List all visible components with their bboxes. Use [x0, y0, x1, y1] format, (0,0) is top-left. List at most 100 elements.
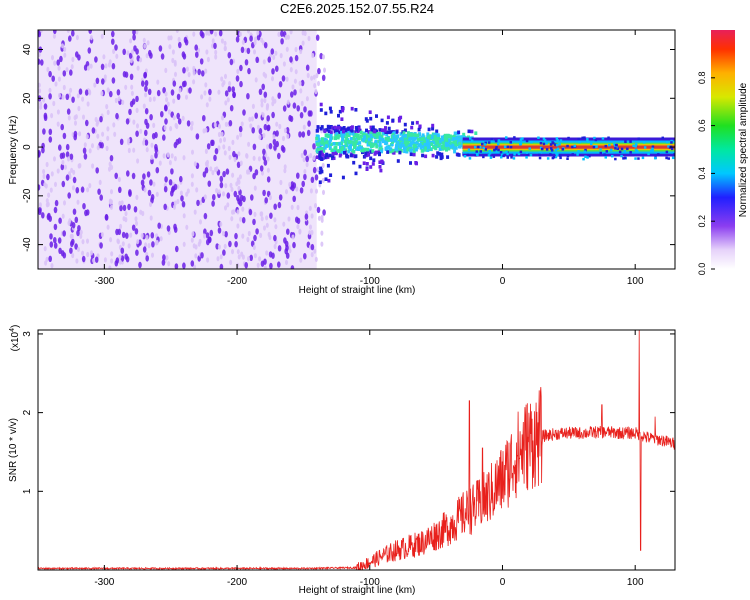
noise-mark [231, 139, 235, 145]
noise-mark [173, 223, 177, 230]
noise-mark [218, 123, 221, 129]
noise-mark [71, 222, 76, 229]
onset-mark [447, 146, 451, 151]
noise-mark [239, 160, 243, 166]
spectral-line-mark [509, 145, 513, 149]
noise-mark [172, 98, 176, 104]
onset-mark [378, 128, 382, 132]
onset-mark [364, 133, 368, 137]
noise-mark [169, 35, 173, 41]
noise-mark [310, 229, 314, 236]
noise-mark [147, 189, 152, 197]
onset-mark [359, 130, 363, 135]
onset-mark [318, 156, 322, 160]
noise-mark [279, 179, 283, 186]
onset-mark [325, 128, 329, 132]
onset-mark [333, 146, 337, 150]
noise-mark [48, 215, 52, 222]
noise-mark [130, 84, 134, 90]
noise-mark [159, 236, 163, 242]
noise-mark [296, 224, 300, 230]
noise-mark [323, 67, 326, 73]
noise-mark [144, 108, 149, 115]
spectral-line-mark [583, 150, 586, 153]
noise-mark [320, 241, 324, 247]
noise-mark [315, 73, 319, 79]
spectral-line-mark [546, 157, 550, 160]
noise-mark [294, 54, 299, 62]
noise-mark [173, 61, 177, 67]
noise-mark [74, 243, 78, 250]
noise-mark [236, 68, 240, 74]
noise-mark [199, 58, 204, 65]
noise-mark [261, 170, 264, 176]
noise-mark [100, 232, 104, 238]
noise-mark [49, 233, 53, 240]
noise-mark [177, 36, 181, 43]
noise-mark [264, 197, 269, 204]
spectral-line-mark [551, 156, 555, 160]
onset-mark [315, 136, 319, 141]
onset-mark [420, 149, 424, 153]
noise-mark [252, 155, 256, 161]
onset-mark [380, 159, 384, 164]
noise-mark [164, 91, 168, 97]
snr-panel: -300 -200 -100 0 100 1 2 3 Height of straight … [8, 325, 676, 596]
noise-mark [193, 264, 197, 269]
noise-mark [214, 49, 218, 56]
noise-mark [43, 103, 48, 110]
noise-mark [61, 159, 65, 166]
onset-mark [449, 142, 453, 146]
noise-mark [83, 153, 88, 160]
noise-mark [56, 59, 60, 66]
noise-mark [307, 120, 311, 127]
onset-mark [386, 136, 390, 141]
noise-mark [219, 138, 223, 144]
spectral-line-mark [551, 141, 554, 144]
noise-mark [124, 84, 128, 90]
noise-mark [182, 262, 186, 269]
noise-mark [194, 253, 198, 259]
noise-mark [76, 229, 80, 237]
noise-mark [258, 88, 263, 96]
onset-mark [441, 145, 445, 150]
spectral-line-mark [667, 157, 670, 160]
noise-mark [282, 61, 286, 67]
noise-mark [308, 205, 312, 211]
noise-mark [217, 244, 221, 250]
onset-mark [357, 136, 361, 140]
noise-mark [76, 199, 80, 205]
noise-mark [63, 46, 67, 52]
onset-mark [409, 152, 413, 157]
noise-mark [309, 153, 313, 159]
onset-mark [319, 126, 323, 131]
onset-mark [420, 142, 424, 146]
noise-mark [171, 49, 175, 55]
onset-mark [378, 136, 382, 141]
chart-title: C2E6.2025.152.07.55.R24 [280, 1, 434, 16]
top-x-tick-label: 100 [627, 276, 644, 287]
noise-mark [93, 82, 97, 88]
onset-mark [440, 155, 444, 159]
noise-mark [204, 161, 208, 167]
onset-mark [398, 150, 402, 155]
noise-mark [275, 121, 279, 127]
noise-mark [86, 238, 89, 244]
noise-mark [286, 99, 290, 105]
noise-mark [43, 114, 48, 122]
noise-mark [180, 195, 184, 202]
noise-mark [191, 231, 195, 237]
noise-mark [204, 127, 208, 133]
noise-mark [119, 138, 124, 145]
onset-mark [326, 163, 330, 168]
noise-mark [140, 179, 145, 186]
spectral-line-mark [470, 139, 474, 142]
onset-mark [412, 152, 416, 157]
spectral-line-mark [479, 150, 482, 153]
noise-mark [53, 30, 57, 34]
noise-mark [282, 135, 285, 142]
noise-mark [128, 52, 133, 60]
spectral-line-mark [590, 142, 593, 146]
noise-mark [221, 115, 224, 121]
noise-mark [139, 57, 143, 63]
